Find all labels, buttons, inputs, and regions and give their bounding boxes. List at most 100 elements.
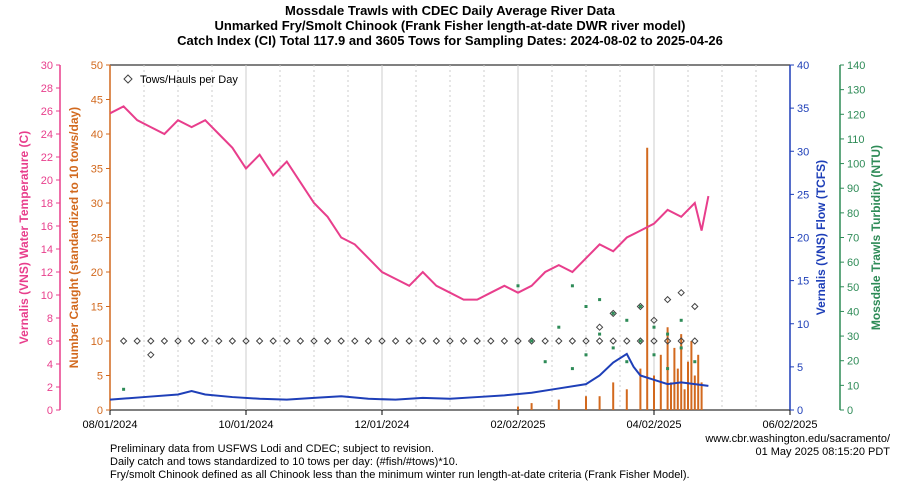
turbidity-dot bbox=[639, 340, 642, 343]
y-tick-label: 0 bbox=[97, 405, 103, 417]
turbidity-dot bbox=[557, 326, 560, 329]
y-tick-label: 20 bbox=[847, 356, 859, 368]
y-tick-label: 26 bbox=[41, 106, 53, 118]
y-tick-label: 110 bbox=[847, 134, 865, 146]
x-tick-label: 12/01/2024 bbox=[354, 419, 409, 431]
y-tick-label: 45 bbox=[91, 95, 103, 107]
tows-marker bbox=[124, 75, 132, 83]
turbidity-dot bbox=[625, 319, 628, 322]
tows-marker bbox=[270, 338, 276, 344]
tows-marker bbox=[556, 338, 562, 344]
tows-marker bbox=[229, 338, 235, 344]
tows-marker bbox=[325, 338, 331, 344]
tows-marker bbox=[297, 338, 303, 344]
y-tick-label: 24 bbox=[41, 129, 53, 141]
y-axis-label-y_left_inner: Number Caught (standardized to 10 tows/d… bbox=[67, 107, 81, 368]
y-tick-label: 20 bbox=[41, 175, 53, 187]
y-tick-label: 10 bbox=[91, 336, 103, 348]
y-tick-label: 35 bbox=[797, 103, 809, 115]
tows-marker bbox=[420, 338, 426, 344]
y-tick-label: 20 bbox=[91, 267, 103, 279]
tows-marker bbox=[284, 338, 290, 344]
y-tick-label: 15 bbox=[797, 276, 809, 288]
turbidity-dot bbox=[680, 319, 683, 322]
tows-marker bbox=[216, 338, 222, 344]
y-tick-label: 0 bbox=[797, 405, 803, 417]
footer-url: www.cbr.washington.edu/sacramento/ bbox=[704, 433, 891, 445]
tows-marker bbox=[148, 352, 154, 358]
y-tick-label: 120 bbox=[847, 109, 865, 121]
tows-marker bbox=[542, 338, 548, 344]
turbidity-dot bbox=[571, 284, 574, 287]
tows-marker bbox=[257, 338, 263, 344]
tows-marker bbox=[406, 338, 412, 344]
turbidity-dot bbox=[585, 353, 588, 356]
y-tick-label: 14 bbox=[41, 244, 53, 256]
tows-marker bbox=[569, 338, 575, 344]
y-tick-label: 30 bbox=[847, 331, 859, 343]
tows-marker bbox=[189, 338, 195, 344]
y-tick-label: 25 bbox=[797, 189, 809, 201]
turbidity-dot bbox=[612, 312, 615, 315]
x-tick-label: 06/02/2025 bbox=[762, 419, 817, 431]
chart-svg: 08/01/202410/01/202412/01/202402/02/2025… bbox=[0, 0, 900, 500]
turbidity-dot bbox=[693, 360, 696, 363]
tows-marker bbox=[665, 297, 671, 303]
y-tick-label: 40 bbox=[847, 306, 859, 318]
tows-marker bbox=[148, 338, 154, 344]
y-tick-label: 80 bbox=[847, 208, 859, 220]
turbidity-dot bbox=[571, 367, 574, 370]
y-tick-label: 100 bbox=[847, 159, 865, 171]
y-tick-label: 28 bbox=[41, 83, 53, 95]
y-axis-label-y_right_inner: Vernalis (VNS) Flow (TCFS) bbox=[814, 160, 828, 315]
tows-marker bbox=[610, 338, 616, 344]
tows-marker bbox=[597, 338, 603, 344]
y-tick-label: 18 bbox=[41, 198, 53, 210]
y-tick-label: 4 bbox=[47, 359, 53, 371]
y-tick-label: 130 bbox=[847, 85, 865, 97]
turbidity-dot bbox=[598, 333, 601, 336]
turbidity-dot bbox=[598, 298, 601, 301]
footer-line3: Fry/smolt Chinook defined as all Chinook… bbox=[110, 469, 690, 481]
y-tick-label: 10 bbox=[41, 290, 53, 302]
y-tick-label: 8 bbox=[47, 313, 53, 325]
y-tick-label: 5 bbox=[97, 371, 103, 383]
tows-marker bbox=[692, 304, 698, 310]
tows-marker bbox=[202, 338, 208, 344]
turbidity-dot bbox=[530, 340, 533, 343]
tows-marker bbox=[433, 338, 439, 344]
y-tick-label: 40 bbox=[797, 60, 809, 72]
y-tick-label: 12 bbox=[41, 267, 53, 279]
footer-timestamp: 01 May 2025 08:15:20 PDT bbox=[755, 446, 890, 458]
x-tick-label: 10/01/2024 bbox=[218, 419, 273, 431]
x-tick-label: 04/02/2025 bbox=[626, 419, 681, 431]
turbidity-dot bbox=[666, 333, 669, 336]
y-tick-label: 30 bbox=[797, 146, 809, 158]
y-tick-label: 60 bbox=[847, 257, 859, 269]
tows-marker bbox=[474, 338, 480, 344]
turbidity-dot bbox=[639, 305, 642, 308]
turbidity-dot bbox=[625, 360, 628, 363]
turbidity-dot bbox=[666, 367, 669, 370]
y-tick-label: 0 bbox=[847, 405, 853, 417]
tows-marker bbox=[393, 338, 399, 344]
y-tick-label: 30 bbox=[41, 60, 53, 72]
tows-marker bbox=[121, 338, 127, 344]
turbidity-dot bbox=[680, 346, 683, 349]
footer-line1: Preliminary data from USFWS Lodi and CDE… bbox=[110, 443, 434, 455]
flow-line bbox=[110, 354, 708, 400]
y-tick-label: 20 bbox=[797, 233, 809, 245]
temp-line bbox=[110, 106, 708, 299]
x-tick-label: 02/02/2025 bbox=[490, 419, 545, 431]
y-tick-label: 0 bbox=[47, 405, 53, 417]
footer-line2: Daily catch and tows standardized to 10 … bbox=[110, 456, 458, 468]
tows-marker bbox=[692, 338, 698, 344]
tows-marker bbox=[365, 338, 371, 344]
turbidity-dot bbox=[653, 353, 656, 356]
turbidity-dot bbox=[122, 388, 125, 391]
y-axis-label-y_left_outer: Vernalis (VNS) Water Temperature (C) bbox=[17, 131, 31, 344]
y-tick-label: 90 bbox=[847, 183, 859, 195]
tows-marker bbox=[461, 338, 467, 344]
tows-marker bbox=[678, 290, 684, 296]
tows-marker bbox=[624, 338, 630, 344]
